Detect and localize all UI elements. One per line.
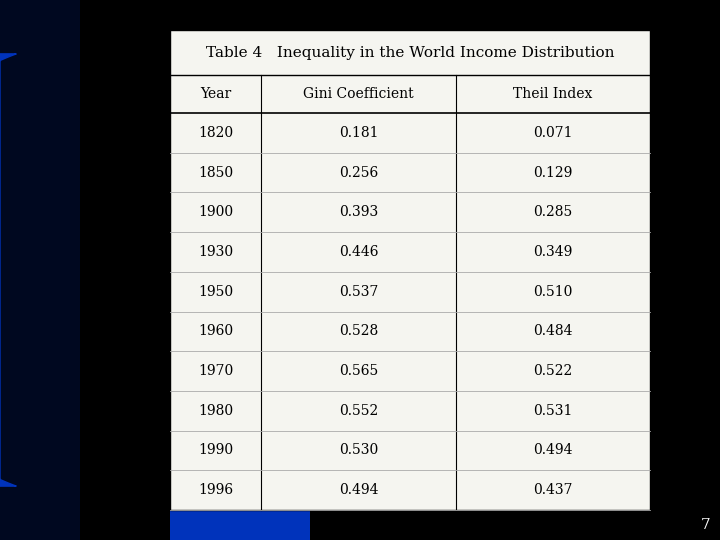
- Text: 0.256: 0.256: [339, 166, 378, 179]
- Text: 1990: 1990: [198, 443, 233, 457]
- Text: 0.528: 0.528: [339, 325, 378, 339]
- Text: Gini Coefficient: Gini Coefficient: [303, 87, 414, 101]
- Text: 0.510: 0.510: [533, 285, 572, 299]
- Text: 0.522: 0.522: [534, 364, 572, 378]
- Text: 0.071: 0.071: [533, 126, 572, 140]
- Text: 0.494: 0.494: [533, 443, 572, 457]
- Text: 0.349: 0.349: [533, 245, 572, 259]
- Polygon shape: [0, 54, 17, 486]
- Text: 1970: 1970: [198, 364, 233, 378]
- Text: 1980: 1980: [198, 404, 233, 418]
- Text: 1996: 1996: [198, 483, 233, 497]
- Text: 1850: 1850: [198, 166, 233, 179]
- Text: 0.531: 0.531: [533, 404, 572, 418]
- Text: 0.129: 0.129: [533, 166, 572, 179]
- Text: 0.446: 0.446: [338, 245, 378, 259]
- Text: 0.181: 0.181: [338, 126, 378, 140]
- Polygon shape: [0, 0, 80, 540]
- Text: 0.484: 0.484: [533, 325, 572, 339]
- Text: 1960: 1960: [198, 325, 233, 339]
- Text: 1900: 1900: [198, 205, 233, 219]
- Text: 0.565: 0.565: [339, 364, 378, 378]
- Text: 0.552: 0.552: [339, 404, 378, 418]
- Text: 7: 7: [701, 518, 710, 532]
- Text: Table 4   Inequality in the World Income Distribution: Table 4 Inequality in the World Income D…: [206, 45, 614, 59]
- Text: 0.393: 0.393: [339, 205, 378, 219]
- Text: 1930: 1930: [198, 245, 233, 259]
- Text: 0.537: 0.537: [338, 285, 378, 299]
- Text: 0.530: 0.530: [339, 443, 378, 457]
- Text: 0.437: 0.437: [533, 483, 572, 497]
- Text: Year: Year: [200, 87, 231, 101]
- Text: Theil Index: Theil Index: [513, 87, 593, 101]
- Polygon shape: [170, 510, 310, 540]
- Polygon shape: [170, 30, 650, 510]
- Text: 0.285: 0.285: [534, 205, 572, 219]
- Text: 1950: 1950: [198, 285, 233, 299]
- Text: 1820: 1820: [198, 126, 233, 140]
- Text: 0.494: 0.494: [338, 483, 378, 497]
